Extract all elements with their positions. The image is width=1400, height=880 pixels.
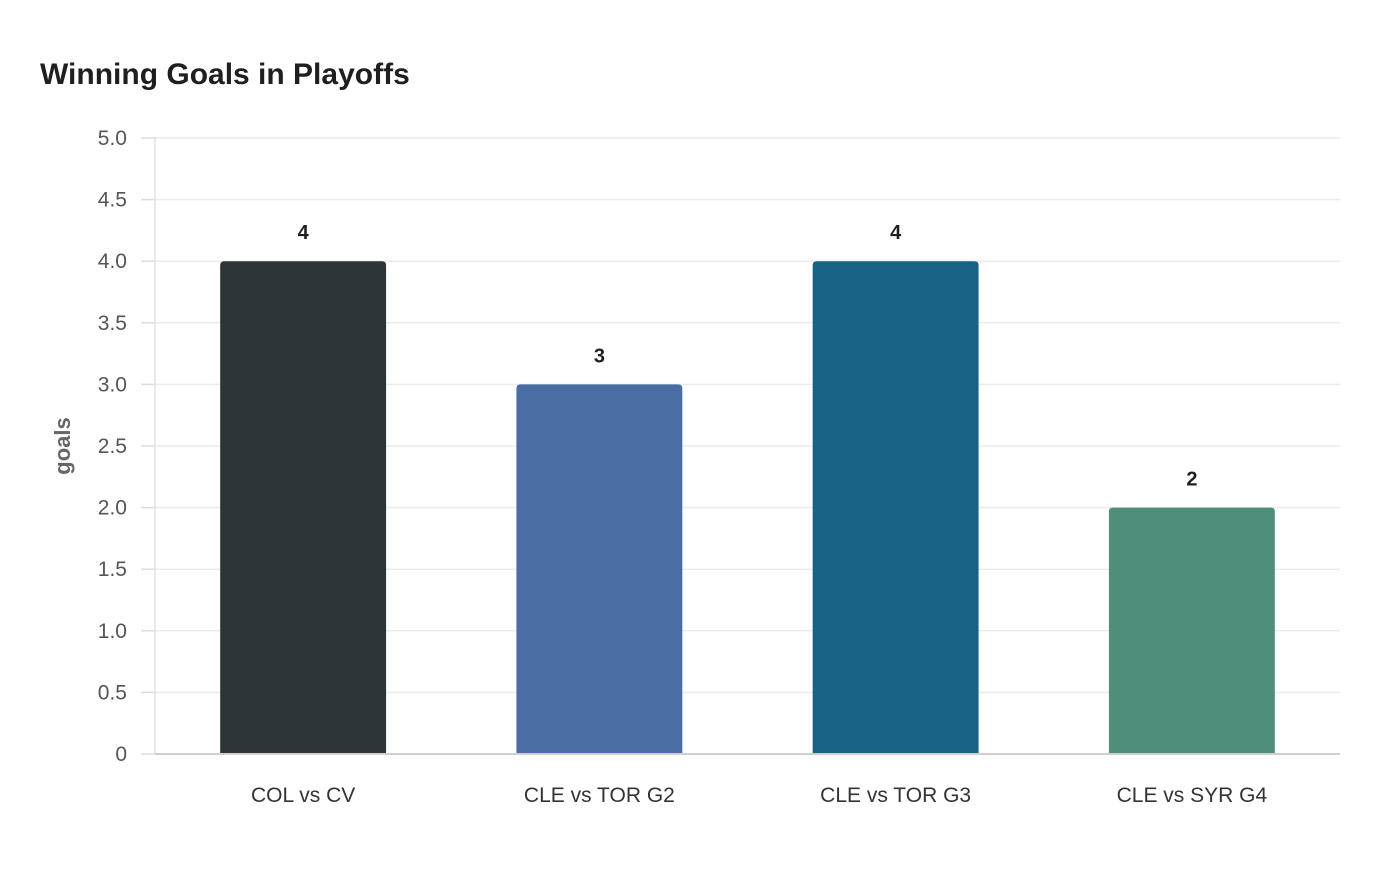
y-tick-label: 4.5 <box>98 189 127 212</box>
value-labels: 4 3 4 2 <box>298 222 1198 490</box>
bar-value-label: 4 <box>890 222 902 244</box>
bars <box>220 261 1275 754</box>
x-tick-label: COL vs CV <box>251 784 355 807</box>
x-tick-label: CLE vs TOR G2 <box>524 784 675 807</box>
bar-value-label: 2 <box>1186 469 1197 491</box>
y-axis-title: goals <box>50 417 75 474</box>
y-tick-label: 2.5 <box>98 435 127 458</box>
bar <box>812 261 979 754</box>
y-tick-label: 4.0 <box>98 250 127 273</box>
bar-value-label: 4 <box>298 222 310 244</box>
bar-value-label: 3 <box>594 345 605 367</box>
x-tick-label: CLE vs SYR G4 <box>1117 784 1268 807</box>
x-tick-label: CLE vs TOR G3 <box>820 784 971 807</box>
y-tick-label: 0 <box>115 743 127 766</box>
chart-title: Winning Goals in Playoffs <box>40 58 410 91</box>
y-axis-ticks: 0 0.5 1.0 1.5 2.0 2.5 3.0 3.5 4.0 4.5 5.0 <box>98 127 155 766</box>
bar <box>1108 507 1275 754</box>
y-tick-label: 0.5 <box>98 681 127 704</box>
bar <box>516 384 683 754</box>
y-tick-label: 3.0 <box>98 373 127 396</box>
y-tick-label: 1.5 <box>98 558 127 581</box>
bar <box>220 261 387 754</box>
y-tick-label: 1.0 <box>98 620 127 643</box>
x-axis-labels: COL vs CV CLE vs TOR G2 CLE vs TOR G3 CLE v… <box>251 784 1267 807</box>
y-tick-label: 2.0 <box>98 497 127 520</box>
y-tick-label: 5.0 <box>98 127 127 150</box>
y-tick-label: 3.5 <box>98 312 127 335</box>
